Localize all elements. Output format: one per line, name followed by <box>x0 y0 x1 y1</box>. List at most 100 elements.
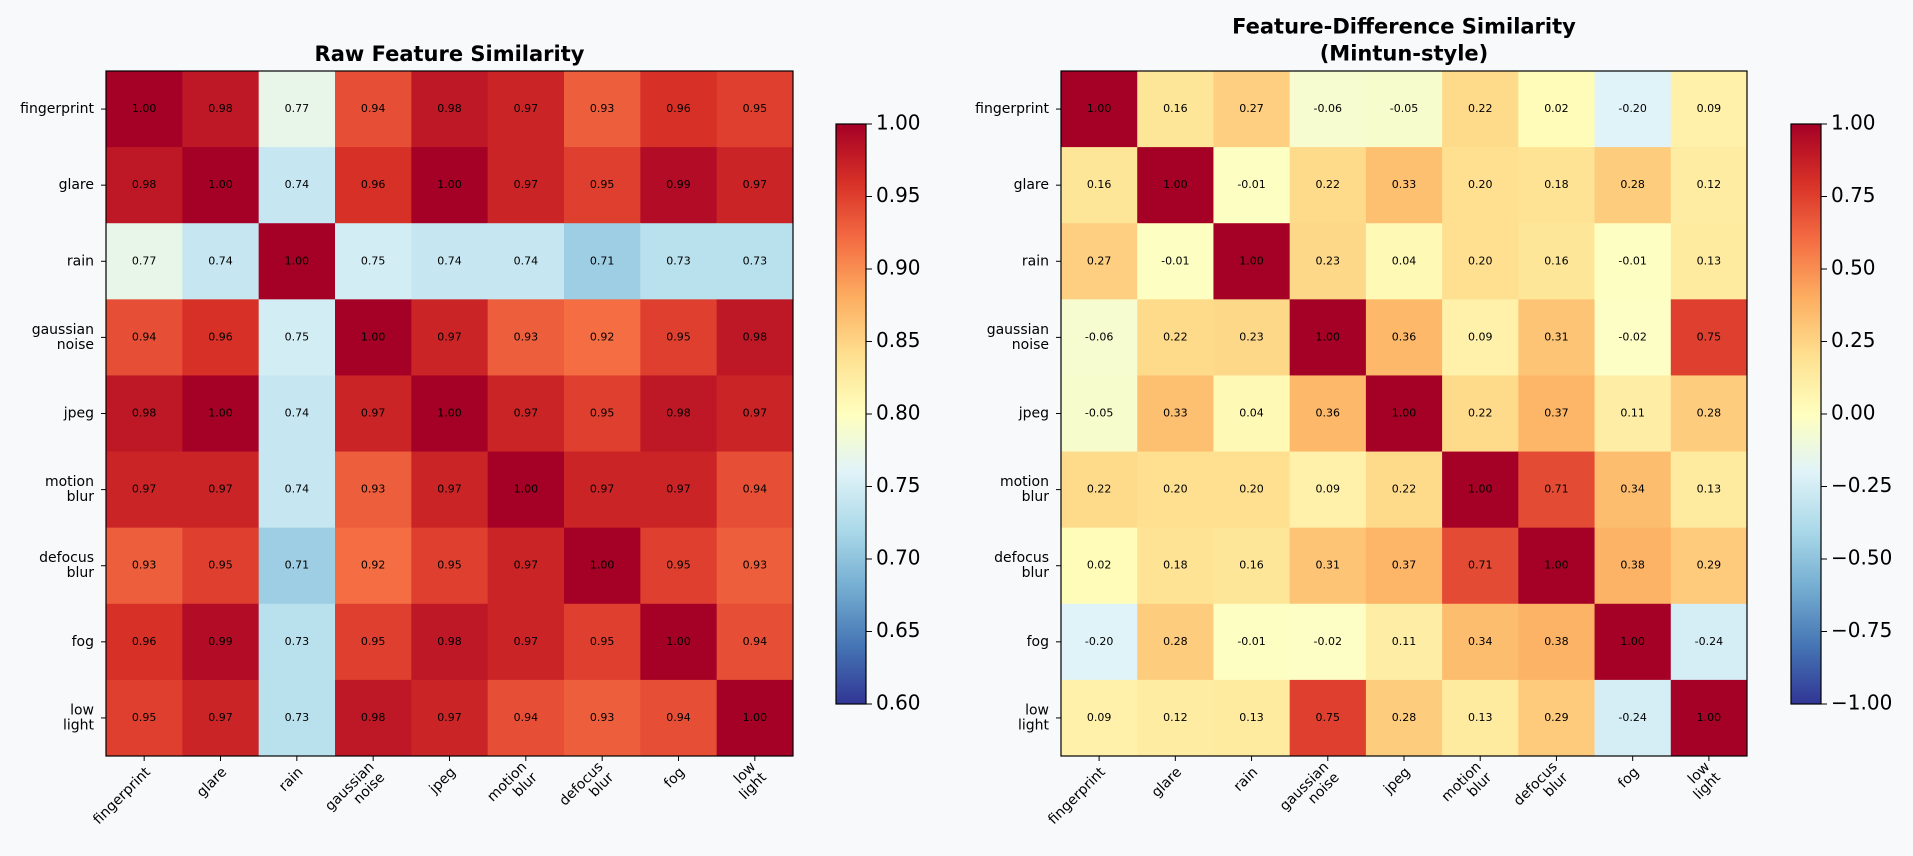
chart-title: Raw Feature Similarity <box>315 42 585 66</box>
heatmap-cell <box>716 299 794 376</box>
heatmap-cell <box>1289 375 1367 453</box>
colorbar <box>835 123 867 705</box>
heatmap-cell <box>335 71 412 148</box>
cell-label: 1.00 <box>1316 330 1341 343</box>
heatmap-cell <box>1137 679 1214 757</box>
heatmap-cell <box>1442 71 1519 148</box>
heatmap-cell <box>1289 603 1367 681</box>
cell-label: 0.96 <box>132 635 157 648</box>
cell-label: -0.02 <box>1618 330 1646 343</box>
cell-label: 0.94 <box>666 711 691 724</box>
cell-label: 0.93 <box>590 711 615 724</box>
heatmap-cell <box>1061 375 1138 453</box>
heatmap-cell <box>1365 299 1443 376</box>
cell-label: 0.97 <box>132 483 157 496</box>
heatmap-cell <box>1594 375 1672 453</box>
cell-label: 0.18 <box>1544 178 1569 191</box>
cell-label: 0.16 <box>1163 102 1188 115</box>
heatmap-cell <box>335 375 412 453</box>
cell-label: 0.97 <box>208 483 233 496</box>
cell-label: 0.97 <box>666 483 691 496</box>
x-tick-group: defocusblur <box>1511 759 1572 820</box>
cell-label: 0.27 <box>1087 254 1112 267</box>
heatmap-cell <box>487 299 565 376</box>
cell-label: 0.93 <box>132 559 157 572</box>
x-tick-label: lowlight <box>726 759 770 803</box>
x-tick-label: jpeg <box>1380 764 1413 797</box>
heatmap-cell <box>1670 679 1748 757</box>
heatmap-cell <box>1670 451 1748 529</box>
x-tick-label: gaussiannoise <box>322 759 388 825</box>
y-tick-label: rain <box>67 253 94 269</box>
heatmap-cell <box>640 299 718 376</box>
cell-label: 0.74 <box>285 407 310 420</box>
heatmap-cell <box>1061 527 1138 605</box>
x-tick-group: glare <box>194 764 230 800</box>
heatmap-cell <box>182 299 260 376</box>
y-tick-label: glare <box>59 177 94 193</box>
y-tick-label: fingerprint <box>975 101 1049 117</box>
cell-label: 0.31 <box>1544 330 1569 343</box>
cell-label: 0.97 <box>514 407 539 420</box>
heatmap-cell <box>1061 603 1138 681</box>
cell-label: 0.95 <box>590 407 615 420</box>
cell-label: -0.24 <box>1695 635 1723 648</box>
cell-label: 0.04 <box>1239 407 1264 420</box>
cell-label: 0.74 <box>208 254 233 267</box>
y-tick-label: gaussian noise <box>32 322 94 353</box>
x-tick-group: rain <box>276 764 306 794</box>
cell-label: 0.34 <box>1620 483 1645 496</box>
cell-label: 0.28 <box>1620 178 1645 191</box>
x-tick-label: motionblur <box>1439 759 1496 816</box>
heatmap-cell <box>1594 71 1672 148</box>
heatmap-cell <box>1442 451 1519 529</box>
cell-label: 0.97 <box>514 178 539 191</box>
heatmap-cell <box>335 223 412 300</box>
heatmap-cell <box>1518 299 1596 376</box>
colorbar-tick-label: 0.75 <box>1831 183 1876 207</box>
cell-label: 0.94 <box>132 330 157 343</box>
cell-label: 1.00 <box>590 559 615 572</box>
cell-label: 0.95 <box>666 559 691 572</box>
heatmap-cell <box>1670 603 1748 681</box>
colorbar-tick-label: 0.60 <box>876 691 921 715</box>
cell-label: 0.97 <box>590 483 615 496</box>
y-tick-label: motion blur <box>45 474 94 505</box>
heatmap-cell <box>335 451 412 529</box>
cell-label: 0.37 <box>1392 559 1417 572</box>
cell-label: 0.23 <box>1316 254 1341 267</box>
x-tick-label: defocusblur <box>1511 759 1572 820</box>
cell-label: -0.01 <box>1237 635 1265 648</box>
x-tick-label: fog <box>661 764 688 791</box>
cell-label: -0.20 <box>1085 635 1113 648</box>
heatmap-cell <box>487 527 565 605</box>
heatmap-cell <box>1365 223 1443 300</box>
cell-label: 0.98 <box>208 102 233 115</box>
heatmap-cell <box>258 71 336 148</box>
cell-label: 0.37 <box>1544 407 1569 420</box>
heatmap-cell <box>182 451 260 529</box>
cell-label: 1.00 <box>208 178 233 191</box>
cell-label: 0.97 <box>743 178 768 191</box>
heatmap-cell <box>1213 451 1291 529</box>
cell-label: 1.00 <box>1697 711 1722 724</box>
heatmap-cell <box>716 527 794 605</box>
colorbar-tick-label: 0.85 <box>876 328 921 352</box>
y-tick-label: fog <box>1027 634 1049 650</box>
x-tick-group: motionblur <box>1439 759 1496 816</box>
heatmap-cell <box>106 527 183 605</box>
x-tick-group: motionblur <box>484 759 541 805</box>
x-tick-label: jpeg <box>426 764 459 797</box>
heatmap-cell <box>182 71 260 148</box>
heatmap-cell <box>564 451 641 529</box>
cell-label: 0.93 <box>590 102 615 115</box>
heatmap-cell <box>106 375 183 453</box>
x-tick-group: lowlight <box>1685 759 1724 803</box>
heatmap-cell <box>1365 603 1443 681</box>
cell-label: -0.24 <box>1618 711 1646 724</box>
heatmap-cell <box>487 223 565 300</box>
cell-label: 0.75 <box>1697 330 1722 343</box>
heatmap-cell <box>1670 71 1748 148</box>
heatmap-cell <box>1061 679 1138 757</box>
y-tick-label: fingerprint <box>20 101 94 117</box>
